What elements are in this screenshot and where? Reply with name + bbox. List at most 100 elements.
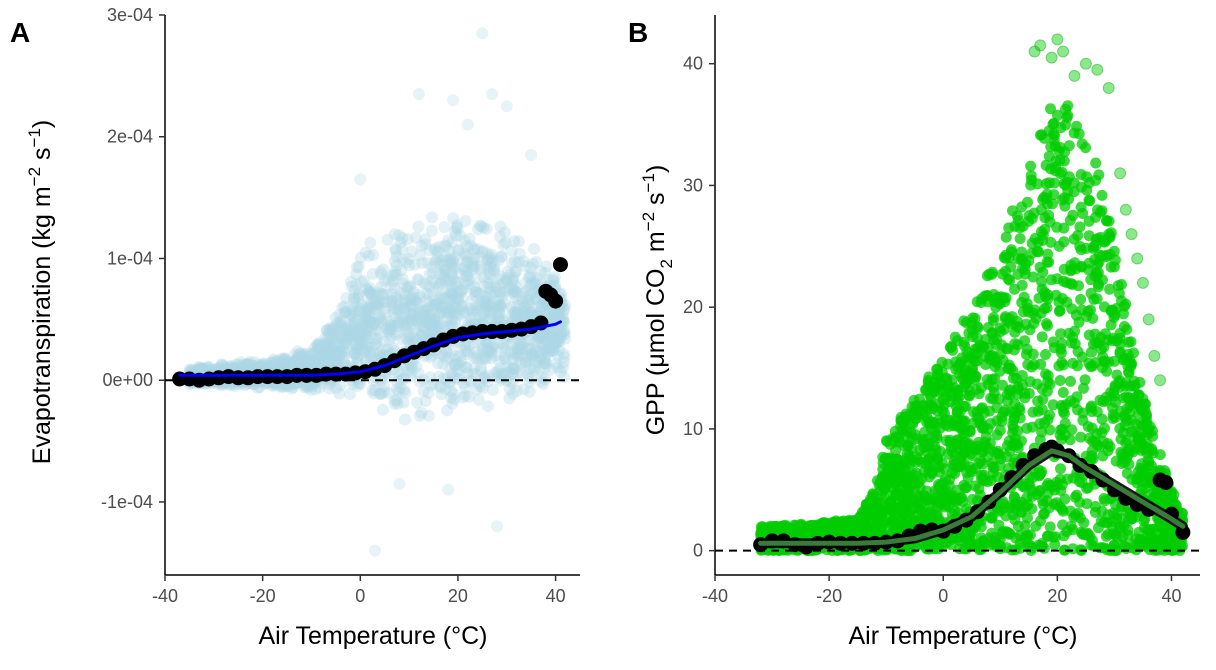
raw-point <box>1066 424 1078 436</box>
raw-point <box>353 335 366 348</box>
raw-point <box>248 356 261 369</box>
raw-point <box>457 304 469 317</box>
raw-point <box>423 268 436 281</box>
raw-point <box>420 294 433 307</box>
raw-point <box>557 304 570 317</box>
raw-point <box>325 346 338 359</box>
raw-point <box>450 353 463 366</box>
raw-point <box>454 303 467 316</box>
raw-point <box>466 260 479 273</box>
raw-point <box>252 358 265 371</box>
raw-point <box>311 357 324 370</box>
raw-point <box>481 277 494 290</box>
raw-point <box>351 380 364 392</box>
raw-point <box>363 344 376 357</box>
raw-point <box>498 352 511 365</box>
raw-point <box>440 254 453 267</box>
raw-point <box>429 257 441 270</box>
raw-point <box>339 323 352 336</box>
raw-point <box>1042 248 1054 260</box>
raw-point <box>375 281 388 293</box>
raw-point <box>544 344 557 357</box>
raw-point <box>371 332 384 345</box>
raw-point <box>508 363 521 375</box>
raw-point <box>418 325 431 338</box>
raw-point <box>382 324 395 337</box>
raw-point <box>423 409 435 422</box>
raw-point <box>548 271 561 283</box>
raw-point <box>427 318 440 331</box>
raw-point <box>558 356 570 369</box>
raw-point <box>377 348 390 361</box>
raw-point <box>1018 291 1030 303</box>
raw-point <box>509 361 522 374</box>
raw-point <box>279 357 292 370</box>
raw-point <box>529 278 542 291</box>
raw-point <box>523 363 536 376</box>
raw-point <box>489 286 502 298</box>
raw-point <box>516 310 529 323</box>
raw-point <box>459 215 472 227</box>
raw-point <box>1072 346 1084 357</box>
raw-point <box>488 264 501 277</box>
raw-point <box>330 350 343 363</box>
raw-point <box>338 351 351 364</box>
raw-point <box>336 345 349 358</box>
raw-point <box>361 297 374 310</box>
raw-point <box>554 365 567 378</box>
panel-b-ylabel-end: ) <box>642 165 670 173</box>
raw-point <box>421 303 434 316</box>
raw-point <box>1086 422 1098 434</box>
panel-b-ylabel-main: GPP (μmol CO <box>642 269 670 436</box>
raw-point <box>541 337 554 350</box>
raw-point <box>538 354 551 367</box>
raw-point <box>446 287 458 300</box>
raw-point <box>918 399 930 411</box>
raw-point <box>1017 379 1029 391</box>
raw-point <box>340 332 353 345</box>
raw-point <box>1036 331 1048 343</box>
raw-point <box>365 298 378 311</box>
raw-point <box>1083 257 1095 269</box>
raw-point <box>429 244 442 257</box>
raw-point <box>420 312 432 325</box>
raw-point <box>234 361 247 374</box>
raw-point <box>428 242 441 255</box>
raw-point <box>387 341 400 354</box>
raw-point <box>539 344 552 357</box>
panel-a-label: A <box>10 17 30 48</box>
raw-point <box>334 316 347 329</box>
raw-point <box>413 288 426 301</box>
raw-point <box>202 362 215 375</box>
raw-point <box>355 327 368 340</box>
raw-point <box>463 274 475 287</box>
raw-point <box>413 409 426 422</box>
raw-point <box>495 250 508 263</box>
raw-point <box>402 321 415 334</box>
raw-point <box>434 278 447 291</box>
raw-point <box>423 280 436 293</box>
raw-point <box>407 332 420 345</box>
raw-point <box>374 327 387 339</box>
raw-point <box>1124 380 1136 392</box>
raw-point <box>1080 529 1092 541</box>
raw-point <box>348 348 361 361</box>
raw-point <box>366 341 378 354</box>
panel-b-y-axis-title: GPP (μmol CO2 m−2 s−1) <box>639 165 676 436</box>
raw-point <box>275 352 288 365</box>
raw-point <box>499 342 512 355</box>
raw-point <box>398 384 410 397</box>
raw-point <box>524 375 536 388</box>
raw-point <box>333 387 346 400</box>
raw-point <box>413 306 426 319</box>
raw-point <box>920 542 932 554</box>
raw-point <box>447 307 460 320</box>
raw-point <box>241 357 254 370</box>
raw-point <box>550 306 563 319</box>
raw-point <box>500 275 513 287</box>
raw-point <box>1075 201 1087 213</box>
raw-point <box>389 244 402 257</box>
raw-point <box>1107 332 1119 344</box>
raw-point <box>421 256 434 269</box>
raw-point <box>500 284 513 297</box>
